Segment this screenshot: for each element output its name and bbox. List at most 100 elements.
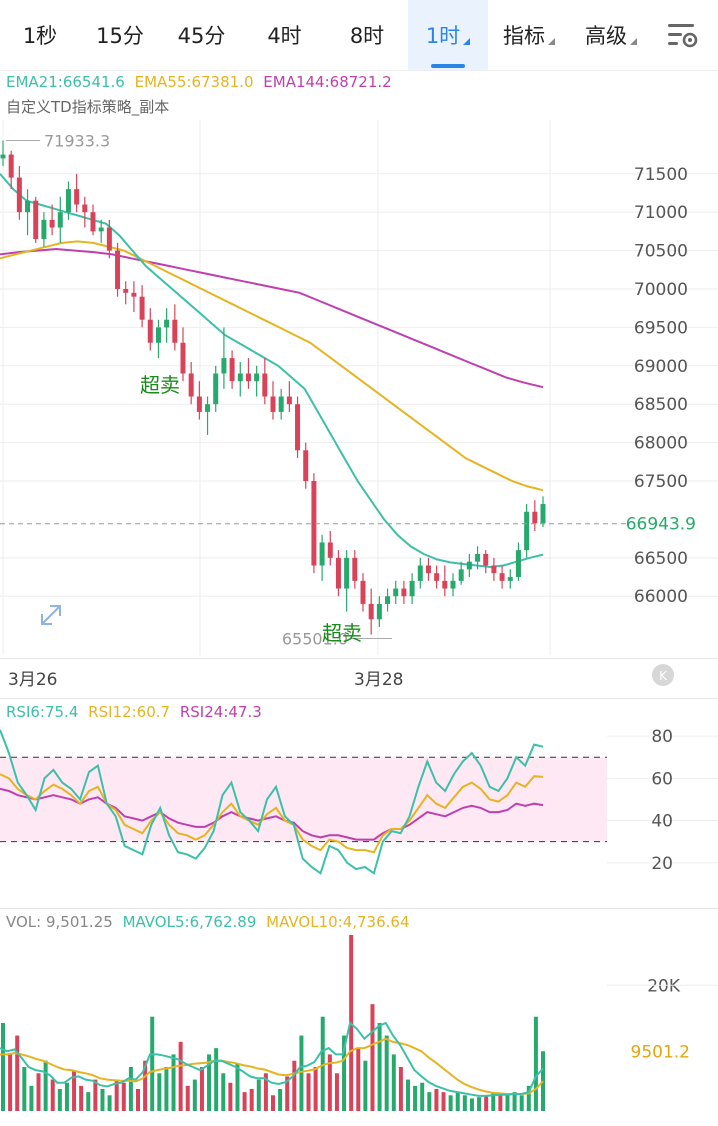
tab-0[interactable]: 1秒: [0, 0, 80, 70]
price-tick-label: 71000: [634, 203, 688, 223]
volume-bar: [228, 1083, 232, 1111]
current-price-box: [628, 511, 718, 537]
candle-body: [33, 201, 38, 239]
tab-5[interactable]: 1时: [408, 0, 488, 70]
candle-body: [172, 320, 177, 343]
tab-1[interactable]: 15分: [80, 0, 160, 70]
volume-bar: [434, 1089, 438, 1111]
rsi24-label: RSI24:47.3: [180, 703, 262, 721]
rsi6-label: RSI6:75.4: [6, 703, 78, 721]
candle-body: [50, 220, 55, 228]
volume-bar: [51, 1080, 55, 1111]
ema-legend: EMA21:66541.6 EMA55:67381.0 EMA144:68721…: [6, 73, 397, 91]
ema21-label: EMA21:66541.6: [6, 73, 125, 91]
volume-bar: [72, 1070, 76, 1111]
ema55-line: [0, 241, 543, 490]
candle-body: [320, 542, 325, 565]
volume-bar: [363, 1061, 367, 1111]
rsi-line-RSI12: [0, 774, 543, 852]
candle-body: [99, 228, 104, 232]
candle-body: [205, 404, 210, 412]
candle-body: [181, 343, 186, 374]
volume-bar: [235, 1064, 239, 1111]
price-tick-label: 69000: [634, 357, 688, 377]
tab-6[interactable]: 指标: [488, 0, 570, 70]
candle-body: [246, 373, 251, 381]
volume-bar: [505, 1095, 509, 1111]
vol-current-box: [628, 1039, 718, 1063]
volume-bar: [399, 1067, 403, 1111]
candle-body: [148, 320, 153, 343]
candle-body: [271, 397, 276, 412]
ema21-line: [0, 174, 543, 567]
volume-bar: [385, 1036, 389, 1111]
volume-bar: [193, 1080, 197, 1111]
candle-body: [336, 558, 341, 589]
candle-body: [361, 581, 366, 604]
volume-bar: [15, 1036, 19, 1111]
volume-bar: [513, 1092, 517, 1111]
tab-label: 8时: [350, 24, 384, 48]
vol-label: VOL: 9,501.25: [6, 913, 113, 931]
tab-4[interactable]: 8时: [326, 0, 408, 70]
candle-body: [140, 297, 145, 320]
candle-body: [279, 397, 284, 412]
candle-body: [303, 450, 308, 481]
ema144-label: EMA144:68721.2: [263, 73, 391, 91]
rsi-line-RSI6: [0, 730, 543, 874]
volume-bar: [164, 1067, 168, 1111]
tab-2[interactable]: 45分: [160, 0, 243, 70]
candle-body: [434, 573, 439, 581]
candle-body: [426, 566, 431, 574]
volume-bar: [22, 1067, 26, 1111]
candle-body: [9, 155, 14, 178]
tab-7[interactable]: 高级: [570, 0, 652, 70]
low-marker-label: 65501.0: [282, 630, 348, 649]
active-tab-indicator: [431, 64, 465, 68]
mavol5-label: MAVOL5:6,762.89: [123, 913, 257, 931]
candle-body: [25, 201, 30, 213]
volume-bar: [179, 1042, 183, 1111]
price-tick-label: 66000: [634, 587, 688, 607]
volume-bar: [136, 1089, 140, 1111]
candle-body: [238, 373, 243, 381]
volume-bar: [356, 1048, 360, 1111]
expand-icon-stroke: [42, 614, 52, 624]
rsi-divider: [0, 698, 718, 699]
volume-bar: [186, 1086, 190, 1111]
candle-body: [17, 178, 22, 213]
candle-body: [123, 289, 128, 293]
volume-bar: [413, 1086, 417, 1111]
candle-body: [401, 589, 406, 597]
candle-body: [532, 512, 537, 524]
tab-3[interactable]: 4时: [243, 0, 326, 70]
candle-body: [287, 397, 292, 405]
rsi-legend: RSI6:75.4 RSI12:60.7 RSI24:47.3: [6, 703, 267, 721]
candle-body: [500, 573, 505, 581]
chart-settings-icon[interactable]: [666, 20, 700, 50]
volume-bar: [157, 1073, 161, 1111]
volume-bar: [29, 1086, 33, 1111]
candle-body: [311, 481, 316, 565]
rsi-line-RSI24: [0, 789, 543, 840]
tab-label: 高级: [585, 24, 627, 48]
volume-bar: [221, 1073, 225, 1111]
volume-bar: [498, 1093, 502, 1111]
volume-bar: [122, 1083, 126, 1111]
volume-bar: [491, 1092, 495, 1111]
volume-bar: [342, 1036, 346, 1111]
candle-body: [451, 581, 456, 589]
candle-body: [107, 228, 112, 251]
candle-body: [197, 397, 202, 412]
price-tick-label: 67500: [634, 472, 688, 492]
vol-divider: [0, 908, 718, 909]
volume-bar: [100, 1089, 104, 1111]
volume-bar: [527, 1086, 531, 1111]
volume-bar: [1, 1023, 5, 1111]
volume-bar: [314, 1067, 318, 1111]
collapse-icon-glyph: K: [659, 669, 668, 683]
candle-body: [115, 251, 120, 289]
candle-body: [328, 542, 333, 557]
volume-bar: [328, 1054, 332, 1111]
